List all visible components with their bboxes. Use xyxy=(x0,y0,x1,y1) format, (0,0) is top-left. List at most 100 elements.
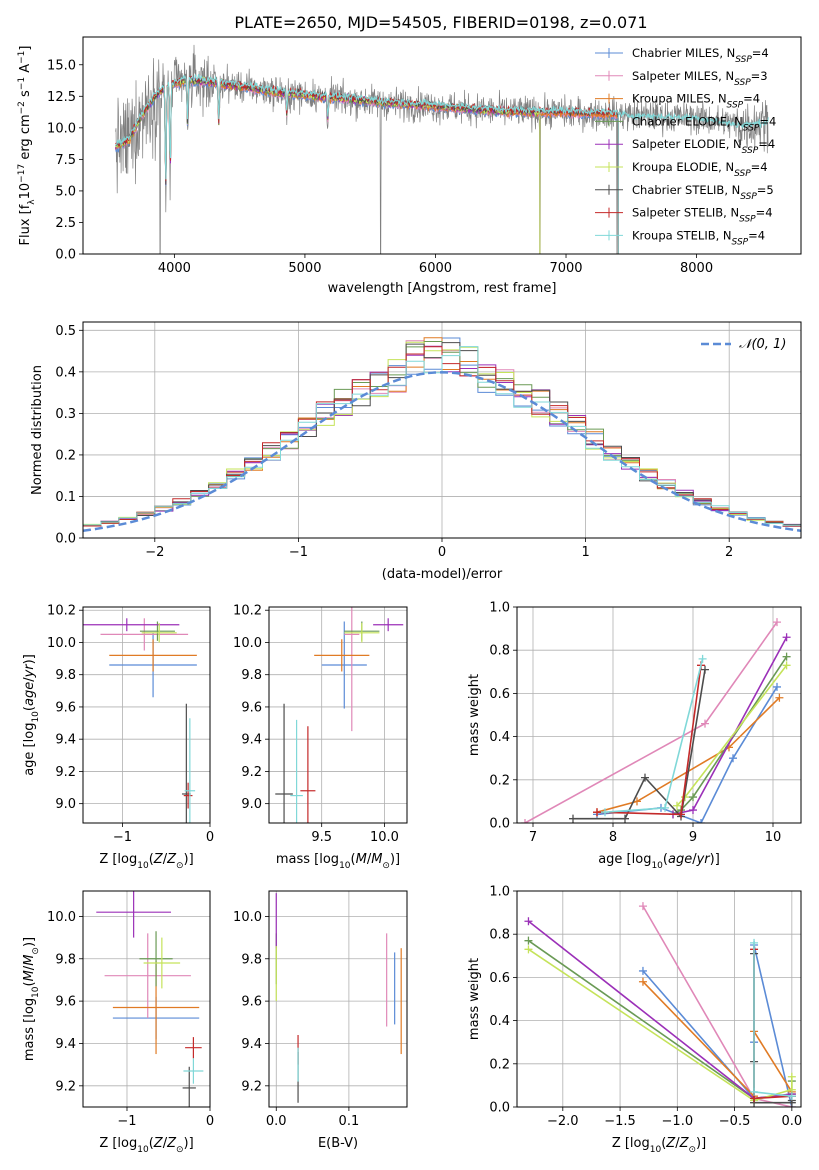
x-tick-label: 2 xyxy=(725,545,733,560)
x-tick-label: 1 xyxy=(581,545,589,560)
series-marker xyxy=(750,1087,759,1096)
weight-lines xyxy=(521,618,791,823)
legend-label: Kroupa STELIB, NSSP=4 xyxy=(632,228,765,247)
label-part: Flux [f xyxy=(18,204,33,245)
y-tick-label: 9.8 xyxy=(55,668,76,683)
series-marker xyxy=(701,665,709,674)
series-salpeter-elodie xyxy=(669,633,791,819)
label-part: M xyxy=(22,970,37,981)
model-line-salpeter-miles xyxy=(115,79,619,184)
label-part: / xyxy=(692,852,697,867)
label-part: −1 xyxy=(17,77,27,90)
x-axis-label: mass [log10(M/M⊙)] xyxy=(276,852,400,871)
legend-label: Salpeter ELODIE, NSSP=4 xyxy=(632,137,775,156)
spectrum-lines xyxy=(115,44,769,254)
series-line xyxy=(596,697,780,813)
series-marker xyxy=(677,810,685,819)
series-marker xyxy=(775,693,784,702)
series-line xyxy=(672,636,788,816)
series-marker xyxy=(638,902,647,911)
label-part: =5 xyxy=(757,183,774,197)
y-tick-label: 9.0 xyxy=(241,797,262,812)
label-part: Z xyxy=(166,852,177,867)
x-tick-label: 0 xyxy=(206,830,214,845)
errorbar-salpeter-elodie xyxy=(373,618,404,632)
x-tick-label: 5000 xyxy=(288,261,321,276)
label-part: mass [log xyxy=(22,998,37,1061)
series-marker xyxy=(773,618,781,627)
label-part: SSP xyxy=(743,123,760,133)
y-tick-label: 9.8 xyxy=(55,952,76,967)
label-part: Chabrier MILES, N xyxy=(632,46,735,60)
y-tick-label: 0.0 xyxy=(489,817,510,832)
errorbar-kroupa-elodie xyxy=(143,937,181,989)
y-axis-label: mass weight xyxy=(467,958,482,1040)
label-part: =4 xyxy=(748,228,765,242)
y-tick-label: 9.4 xyxy=(241,733,262,748)
label-part: 10 xyxy=(137,861,149,871)
series-marker xyxy=(633,797,641,806)
y-tick-label: 0.2 xyxy=(55,448,76,463)
weight-vs-Z-panel: −2.0 −1.5 −1.0 −0.5 0.0 0.0 0.2 0.4 0.6 0.8 1.0 Z [… xyxy=(467,885,802,1156)
label-part: Z xyxy=(153,852,164,867)
weight-lines xyxy=(524,902,796,1107)
x-tick-label: 0 xyxy=(206,1114,214,1129)
legend-entry: Salpeter ELODIE, NSSP=4 xyxy=(595,137,775,156)
legend-entry: Salpeter MILES, NSSP=3 xyxy=(595,69,768,88)
label-part: Z xyxy=(679,1136,690,1151)
y-tick-label: 9.2 xyxy=(241,1079,262,1094)
label-part: E(B-V) xyxy=(318,1136,358,1151)
label-part: ( xyxy=(22,981,37,986)
series-line xyxy=(528,940,793,1100)
legend-label: Kroupa ELODIE, NSSP=4 xyxy=(632,160,768,179)
y-axis-label: Normed distribution xyxy=(30,365,45,495)
series-marker xyxy=(773,682,781,691)
label-part: 10 xyxy=(651,861,663,871)
series-marker xyxy=(524,936,533,945)
y-tick-label: 0.4 xyxy=(55,365,76,380)
y-tick-label: 5.0 xyxy=(55,184,76,199)
y-tick-label: 10.2 xyxy=(47,604,76,619)
series-marker xyxy=(641,773,649,782)
series-chabrier-elodie xyxy=(524,936,796,1103)
series-marker xyxy=(701,719,709,728)
x-tick-label: 8 xyxy=(609,830,617,845)
label-part: age [log xyxy=(598,852,651,867)
errorbar-salpeter-stelib xyxy=(183,782,193,809)
y-tick-label: 9.6 xyxy=(241,995,262,1010)
label-part: )] xyxy=(696,1136,706,1151)
series-marker xyxy=(689,806,697,815)
y-tick-label: 0.8 xyxy=(489,644,510,659)
series-chabrier-stelib xyxy=(569,665,709,823)
label-part: Kroupa ELODIE, N xyxy=(632,160,734,174)
axes-frame xyxy=(82,321,802,539)
series-marker xyxy=(569,814,577,823)
series-marker xyxy=(689,793,697,802)
label-part: ( xyxy=(661,1136,666,1151)
y-tick-label: 0.3 xyxy=(55,407,76,422)
label-part: ⊙ xyxy=(31,947,41,955)
x-axis-label: Z [log10(Z/Z⊙)] xyxy=(99,1136,193,1155)
label-part: =4 xyxy=(751,160,768,174)
series-line xyxy=(528,920,792,1100)
series-line xyxy=(604,658,704,813)
y-tick-label: 9.2 xyxy=(55,1079,76,1094)
label-part: 10 xyxy=(650,1145,662,1155)
y-tick-label: 12.5 xyxy=(47,90,76,105)
label-part: =4 xyxy=(759,114,776,128)
label-part: ⊙ xyxy=(176,1145,184,1155)
figure-title: PLATE=2650, MJD=54505, FIBERID=0198, z=0… xyxy=(234,13,647,32)
series-kroupa-miles xyxy=(593,693,784,817)
y-tick-label: 10.0 xyxy=(233,910,262,925)
y-tick-label: 9.8 xyxy=(241,952,262,967)
y-tick-label: 9.4 xyxy=(55,733,76,748)
series-marker xyxy=(782,633,791,642)
series-marker xyxy=(521,819,529,823)
age-vs-mass-panel: 9.5 10.0 9.0 9.2 9.4 9.6 9.8 10.0 10.2 mass [log1… xyxy=(233,604,408,871)
age-vs-Z-panel: −1 09.09.29.49.69.810.010.2Z [log10(Z/Z⊙)… xyxy=(22,604,214,871)
label-part: =4 xyxy=(752,46,769,60)
label-part: / xyxy=(367,852,372,867)
label-part: SSP xyxy=(732,237,749,247)
x-tick-label: −1 xyxy=(117,1114,136,1129)
errorbar-salpeter-elodie xyxy=(83,618,180,632)
